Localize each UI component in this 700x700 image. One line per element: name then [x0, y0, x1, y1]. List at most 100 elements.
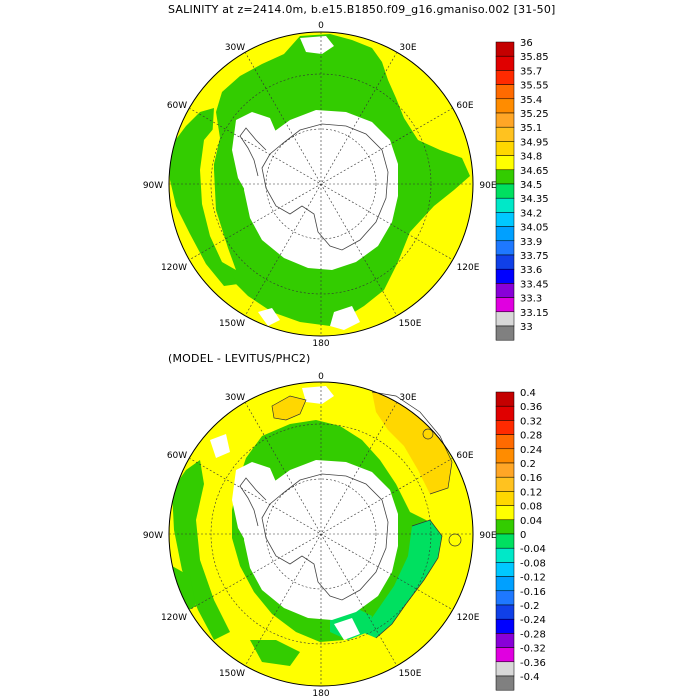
difference-colorbar-swatch: [495, 405, 515, 421]
difference-colorbar-label: -0.24: [520, 615, 546, 626]
difference-lon-label-0: 0: [318, 372, 324, 382]
salinity-colorbar-swatch: [495, 112, 515, 128]
salinity-graticule: [169, 32, 473, 336]
difference-colorbar-swatch: [495, 675, 515, 691]
salinity-colorbar-swatch: [495, 84, 515, 100]
difference-colorbar-swatch: [495, 647, 515, 663]
difference-colorbar-swatch: [495, 420, 515, 435]
salinity-colorbar-label: 34.35: [520, 194, 549, 205]
salinity-colorbar-label: 35.1: [520, 123, 542, 134]
difference-ice-patch-north: [302, 386, 334, 404]
salinity-panel-title: SALINITY at z=2414.0m, b.e15.B1850.f09_g…: [168, 3, 556, 16]
difference-colorbar-swatch: [495, 476, 515, 492]
salinity-colorbar-label: 34.95: [520, 137, 549, 148]
difference-colorbar-label: -0.04: [520, 544, 546, 555]
salinity-colorbar-label: 34.5: [520, 180, 542, 191]
salinity-fill-34-95-west: [200, 128, 236, 270]
difference-colorbar-swatch: [495, 505, 515, 521]
difference-colorbar-label: 0.08: [520, 502, 542, 513]
difference-lon-label-150w: 150W: [219, 669, 245, 679]
salinity-colorbar-swatch: [495, 169, 515, 185]
salinity-colorbar-label: 34.05: [520, 223, 549, 234]
difference-lon-label-120e: 120E: [457, 613, 480, 623]
salinity-lon-label-150w: 150W: [219, 319, 245, 329]
salinity-lon-label-90e: 90E: [479, 181, 496, 191]
difference-colorbar-swatch: [495, 633, 515, 648]
salinity-colorbar-label: 34.2: [520, 208, 542, 219]
difference-colorbar-label: 0.16: [520, 473, 542, 484]
difference-ice-patch-s: [334, 618, 360, 640]
salinity-colorbar-label: 35.25: [520, 109, 549, 120]
salinity-lon-label-30e: 30E: [399, 43, 416, 53]
salinity-colorbar-swatch: [495, 311, 515, 327]
difference-colorbar-label: 0: [520, 530, 526, 541]
difference-colorbar-label: 0.28: [520, 431, 542, 442]
difference-colorbar-label: 0.36: [520, 402, 542, 413]
salinity-colorbar-label: 33.75: [520, 251, 549, 262]
salinity-colorbar-label: 35.7: [520, 66, 542, 77]
difference-colorbar-label: 0.32: [520, 416, 542, 427]
difference-colorbar-swatch: [495, 533, 515, 549]
difference-lon-label-60e: 60E: [456, 451, 473, 461]
salinity-colorbar-swatch: [495, 325, 515, 341]
salinity-colorbar-swatch: [495, 283, 515, 298]
salinity-colorbar-label: 35.85: [520, 52, 549, 63]
difference-colorbar-label: 0.04: [520, 516, 542, 527]
salinity-colorbar-swatch: [495, 55, 515, 71]
difference-colorbar-label: -0.28: [520, 629, 546, 640]
difference-colorbar-label: -0.32: [520, 644, 546, 655]
difference-colorbar: 0.4 0.36 0.32 0.28 0.24 0.2 0.16 0.12 0.08 0.04 0 -…: [495, 388, 546, 691]
salinity-colorbar-swatch: [495, 254, 515, 270]
salinity-colorbar-label: 33.45: [520, 279, 549, 290]
salinity-colorbar-swatch: [495, 70, 515, 85]
salinity-colorbar-label: 35.4: [520, 95, 542, 106]
difference-contours: [271, 391, 462, 639]
difference-colorbar-swatch: [495, 661, 515, 677]
salinity-ice-patch-s: [330, 306, 360, 330]
salinity-colorbar-label: 33: [520, 322, 533, 333]
difference-lon-label-30w: 30W: [225, 393, 245, 403]
difference-colorbar-label: -0.2: [520, 601, 540, 612]
salinity-colorbar-label: 34.8: [520, 152, 542, 163]
difference-colorbar-swatch: [495, 604, 515, 620]
difference-colorbar-label: -0.16: [520, 587, 546, 598]
difference-colorbar-swatch: [495, 519, 515, 535]
difference-colorbar-swatch: [495, 547, 515, 563]
salinity-ice-patch-north: [300, 36, 334, 54]
salinity-colorbar-swatch: [495, 197, 515, 213]
salinity-peninsula-outline: [239, 127, 267, 177]
salinity-colorbar-label: 33.15: [520, 308, 549, 319]
salinity-lon-label-180: 180: [312, 339, 329, 349]
difference-colorbar-swatch: [495, 434, 515, 450]
difference-colorbar-swatch: [495, 562, 515, 577]
salinity-colorbar-label: 35.55: [520, 81, 549, 92]
difference-colorbar-label: 0.24: [520, 445, 542, 456]
salinity-colorbar-label: 33.3: [520, 294, 542, 305]
salinity-polar-map: 0 30E 60E 90E 120E 150E 180 150W 120W 90…: [143, 21, 497, 349]
salinity-colorbar-swatch: [495, 268, 515, 284]
difference-colorbar-swatch: [495, 462, 515, 478]
difference-graticule: [169, 382, 473, 686]
difference-colorbar-swatch: [495, 618, 515, 634]
difference-lon-label-90e: 90E: [479, 531, 496, 541]
salinity-lon-label-0: 0: [318, 21, 324, 31]
difference-lon-label-90w: 90W: [143, 531, 163, 541]
salinity-lon-label-30w: 30W: [225, 43, 245, 53]
salinity-colorbar-swatch: [495, 226, 515, 242]
difference-colorbar-swatch: [495, 491, 515, 506]
difference-colorbar-label: 0.2: [520, 459, 536, 470]
difference-colorbar-swatch: [495, 590, 515, 606]
salinity-colorbar-label: 33.9: [520, 237, 542, 248]
difference-fill-0-04-sw: [250, 640, 300, 666]
difference-fill-0-12-ne: [372, 392, 452, 494]
difference-lon-label-60w: 60W: [167, 451, 187, 461]
difference-colorbar-label: -0.4: [520, 672, 540, 683]
difference-colorbar-label: 0.4: [520, 388, 536, 399]
difference-fill-0-04-west: [172, 460, 230, 640]
difference-colorbar-swatch: [495, 576, 515, 592]
salinity-lon-label-60e: 60E: [456, 101, 473, 111]
difference-panel-title: (MODEL - LEVITUS/PHC2): [168, 352, 311, 365]
salinity-lon-label-120e: 120E: [457, 263, 480, 273]
difference-peninsula-outline: [239, 477, 267, 527]
